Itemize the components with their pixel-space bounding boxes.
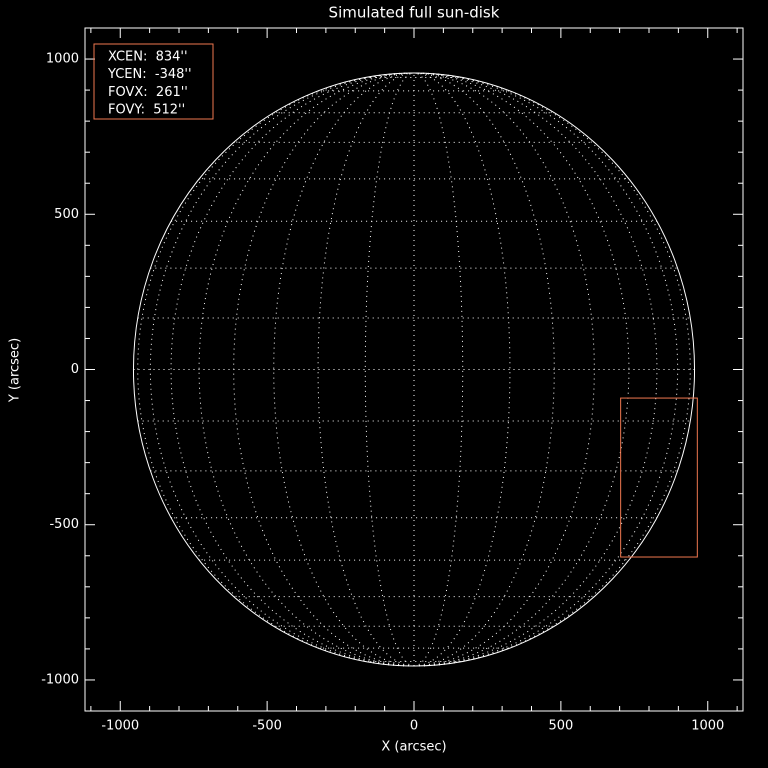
x-tick-label: 1000 bbox=[691, 719, 724, 734]
y-tick-label: 1000 bbox=[46, 52, 79, 67]
longitude-line bbox=[149, 72, 415, 667]
info-box bbox=[93, 43, 214, 120]
x-tick-label: -500 bbox=[252, 719, 282, 734]
longitude-line bbox=[413, 72, 595, 667]
x-tick-label: -1000 bbox=[101, 719, 139, 734]
longitude-line bbox=[233, 72, 415, 667]
x-tick-label: 0 bbox=[410, 719, 418, 734]
longitude-line bbox=[413, 72, 630, 667]
sun-limb bbox=[132, 72, 696, 667]
longitude-line bbox=[413, 72, 464, 667]
x-tick-label: 500 bbox=[548, 719, 573, 734]
longitude-line bbox=[413, 72, 658, 667]
y-tick-label: -500 bbox=[49, 517, 79, 532]
info-label: FOVY: 512'' bbox=[108, 103, 185, 118]
longitude-line bbox=[137, 72, 415, 667]
longitude-line bbox=[413, 72, 691, 667]
x-axis-label: X (arcsec) bbox=[381, 740, 446, 755]
y-tick-label: 0 bbox=[71, 362, 79, 377]
longitude-line bbox=[170, 72, 415, 667]
longitude-line bbox=[364, 72, 415, 667]
y-tick-label: -1000 bbox=[41, 672, 79, 687]
longitude-line bbox=[317, 72, 415, 667]
info-label: YCEN: -348'' bbox=[107, 67, 192, 82]
info-label: XCEN: 834'' bbox=[108, 50, 188, 65]
y-axis-label: Y (arcsec) bbox=[8, 338, 23, 403]
longitude-line bbox=[413, 72, 511, 667]
longitude-line bbox=[198, 72, 415, 667]
info-label: FOVX: 261'' bbox=[108, 85, 188, 100]
longitude-line bbox=[413, 72, 679, 667]
chart-title: Simulated full sun-disk bbox=[329, 4, 500, 22]
y-tick-label: 500 bbox=[54, 207, 79, 222]
fov-box bbox=[620, 397, 698, 558]
